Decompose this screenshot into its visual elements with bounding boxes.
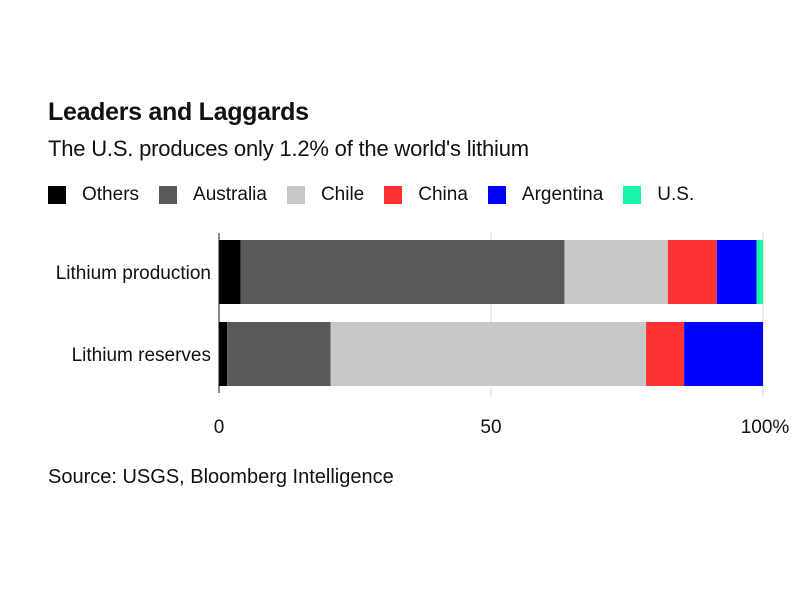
bar-lithium-production-australia [240,240,565,304]
bar-lithium-reserves-china [646,322,685,386]
legend-item-australia: Australia [159,184,267,206]
legend-swatch-argentina [487,186,506,204]
x-tick-label-0: 0 [214,417,225,438]
category-label-lithium-reserves: Lithium reserves [72,345,211,366]
legend-item-chile: Chile [286,184,365,206]
bar-lithium-reserves-chile [330,322,647,386]
legend-label-u-s: U.S. [657,184,695,205]
source-note: Source: USGS, Bloomberg Intelligence [48,466,394,488]
bar-lithium-reserves-argentina [684,322,763,386]
legend-swatch-china [384,186,403,204]
legend-label-australia: Australia [193,184,267,205]
bar-lithium-production-others [219,240,241,304]
legend-item-others: Others [48,184,139,206]
legend-label-others: Others [82,184,140,205]
stacked-bar-chart: Lithium production Lithium reserves 0 50 100… [56,233,790,438]
legend-label-chile: Chile [320,184,365,205]
bar-lithium-reserves-australia [227,322,331,386]
bar-lithium-production-u-s [756,240,763,304]
legend-label-argentina: Argentina [521,184,604,205]
category-label-lithium-production: Lithium production [56,263,211,284]
legend: Others Australia Chile China Argentina U.S. [48,182,714,208]
legend-swatch-chile [286,186,305,204]
chart-subtitle: The U.S. produces only 1.2% of the world… [48,136,529,161]
legend-swatch-u-s [623,186,642,204]
legend-item-u-s: U.S. [623,184,694,206]
legend-swatch-australia [159,186,178,204]
x-tick-label-50: 50 [480,417,501,438]
x-tick-label-100: 100% [741,417,790,438]
chart-title: Leaders and Laggards [48,98,309,126]
legend-swatch-others [48,186,66,204]
legend-label-china: China [418,184,468,205]
bar-lithium-production-argentina [716,240,757,304]
bar-lithium-reserves-others [219,322,228,386]
bar-lithium-production-china [667,240,717,304]
bar-lithium-production-chile [564,240,668,304]
legend-item-china: China [384,184,468,206]
legend-item-argentina: Argentina [487,184,604,206]
